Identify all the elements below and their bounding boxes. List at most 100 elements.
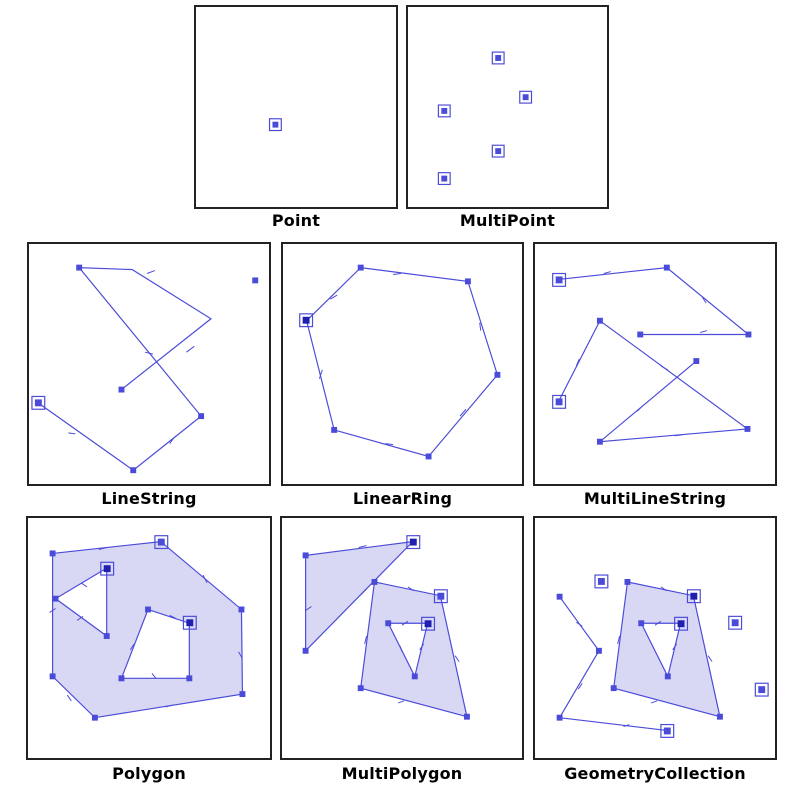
linestring-figure — [31, 264, 259, 474]
linearring-figure — [299, 264, 501, 460]
multilinestring-start-vertex — [552, 272, 567, 287]
linearring-vertex — [357, 264, 364, 271]
multilinestring-path-2 — [558, 319, 750, 443]
geometrycollection-vertex — [638, 620, 645, 627]
multipolygon-shape-1 — [305, 540, 415, 653]
multipolygon-vertex — [302, 552, 309, 559]
multilinestring-vertex — [596, 317, 603, 324]
polygon-vertex — [49, 673, 56, 680]
geometrycollection-vertex — [610, 685, 617, 692]
panel-geometrycollection — [533, 516, 777, 760]
geometrycollection-vertex — [595, 647, 602, 654]
direction-ticks — [576, 586, 713, 727]
multilinestring-vertex — [596, 438, 603, 445]
direction-ticks — [49, 547, 243, 708]
geometrycollection-polygon — [613, 581, 721, 718]
polygon-start-vertex — [154, 535, 169, 550]
polygon-figure — [49, 535, 246, 721]
polygon-vertex — [118, 675, 125, 682]
multipolygon-vertex — [302, 647, 309, 654]
multipoint-vertex — [437, 172, 451, 186]
linearring-vertex — [331, 426, 338, 433]
polygon-vertex — [52, 595, 59, 602]
multilinestring-vertex — [744, 425, 751, 432]
direction-ticks — [68, 270, 195, 444]
linearring-vertex — [494, 371, 501, 378]
panel-multilinestring — [533, 242, 777, 486]
linestring-vertex — [198, 413, 205, 420]
geometrycollection-vertex — [556, 714, 563, 721]
panel-point — [194, 5, 398, 209]
panel-linestring — [27, 242, 271, 486]
linestring-vertex — [252, 277, 259, 284]
polygon-start-vertex — [182, 615, 197, 630]
multipoint-vertex — [519, 90, 533, 104]
polygon-vertex — [186, 675, 193, 682]
caption-point: Point — [271, 211, 321, 230]
point-figure — [268, 118, 282, 132]
panel-polygon — [26, 516, 272, 760]
panel-linearring — [281, 242, 524, 486]
direction-ticks — [318, 273, 482, 446]
point-vertex — [268, 118, 282, 132]
multilinestring-vertex — [693, 358, 700, 364]
multilinestring-vertex — [745, 331, 752, 338]
multipolygon-vertex — [385, 620, 392, 627]
caption-linestring: LineString — [101, 489, 197, 508]
multipolygon-vertex — [371, 578, 378, 585]
multipolygon-vertex — [463, 713, 470, 720]
panel-multipolygon — [280, 516, 524, 760]
linestring-start-vertex — [31, 395, 46, 410]
linearring-start-vertex — [299, 313, 314, 328]
linestring-path — [38, 266, 212, 471]
polygon-vertex — [103, 633, 110, 639]
linearring-vertex — [425, 453, 432, 460]
geometrycollection-vertex — [556, 593, 563, 600]
polygon-vertex — [49, 550, 56, 557]
linestring-vertex — [118, 386, 125, 393]
geometrycollection-start-vertex — [660, 723, 675, 738]
multipolygon-shape-2 — [360, 581, 468, 718]
polygon-vertex — [239, 691, 246, 698]
multipolygon-vertex — [357, 685, 364, 692]
multipolygon-start-vertex — [433, 589, 448, 604]
geometrycollection-point — [594, 574, 609, 589]
linestring-vertex — [76, 264, 83, 271]
direction-ticks — [575, 271, 708, 437]
geometrycollection-point — [754, 682, 769, 697]
multilinestring-figure — [552, 264, 752, 445]
caption-multipoint: MultiPoint — [459, 211, 556, 230]
multipoint-vertex — [437, 104, 451, 118]
geometrycollection-vertex — [664, 673, 671, 680]
geometrycollection-vertex — [624, 578, 631, 585]
multipoint-vertex — [491, 144, 505, 158]
multipoint-figure — [437, 51, 533, 186]
direction-ticks — [305, 545, 460, 704]
multipolygon-start-vertex — [421, 616, 436, 631]
caption-linearring: LinearRing — [352, 489, 453, 508]
panel-multipoint — [406, 5, 609, 209]
polygon-vertex — [238, 606, 245, 613]
multipolygon-vertex — [411, 673, 418, 680]
geometrycollection-start-vertex — [686, 589, 701, 604]
caption-polygon: Polygon — [112, 764, 186, 783]
multilinestring-vertex — [637, 331, 644, 338]
linearring-vertex — [464, 278, 471, 285]
polygon-start-vertex — [100, 561, 115, 576]
geometrycollection-start-vertex — [674, 616, 689, 631]
linestring-vertex — [130, 467, 137, 474]
multilinestring-start-vertex — [552, 394, 567, 409]
polygon-vertex — [145, 606, 151, 613]
caption-multilinestring: MultiLineString — [583, 489, 727, 508]
polygon-vertex — [91, 714, 98, 721]
geometrycollection-figure — [556, 574, 769, 738]
caption-multipolygon: MultiPolygon — [341, 764, 463, 783]
geometrycollection-point — [728, 615, 743, 630]
multipolygon-figure — [302, 535, 470, 720]
multipoint-vertex — [491, 51, 505, 65]
multipolygon-start-vertex — [406, 535, 421, 550]
caption-geometrycollection: GeometryCollection — [564, 764, 746, 783]
polygon-shape — [52, 540, 244, 719]
multilinestring-vertex — [663, 264, 670, 271]
geometrycollection-vertex — [716, 713, 723, 720]
